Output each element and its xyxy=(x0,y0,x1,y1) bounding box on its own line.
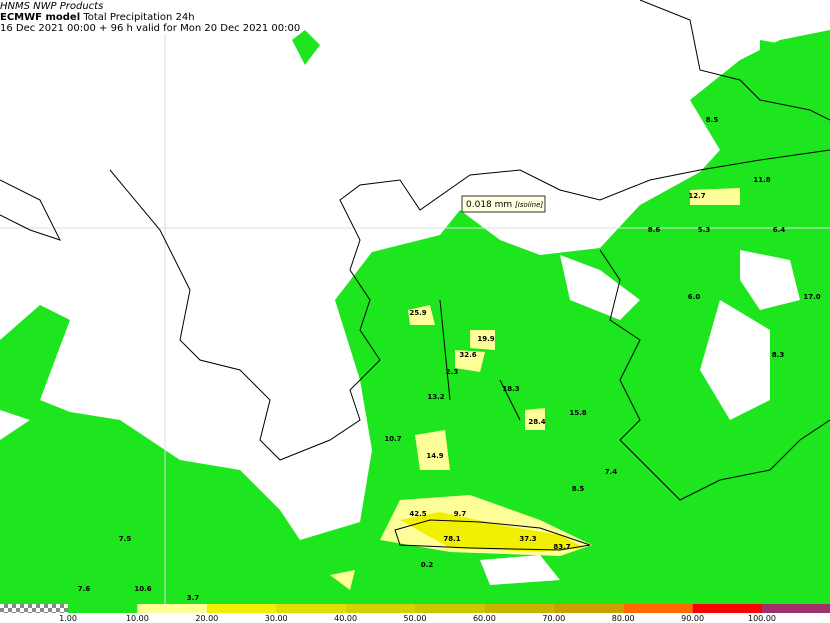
station-value: 5.3 xyxy=(698,226,711,234)
model: ECMWF model xyxy=(0,12,80,23)
station-value: 8.3 xyxy=(772,351,785,359)
station-value: 13.2 xyxy=(427,393,444,401)
legend-label: 20.00 xyxy=(195,614,218,623)
product: Total Precipitation 24h xyxy=(82,12,194,23)
station-value: 8.6 xyxy=(648,226,661,234)
station-value: 19.9 xyxy=(477,335,494,343)
station-value: 15.8 xyxy=(569,409,586,417)
station-value: 8.5 xyxy=(706,116,719,124)
legend-label: 90.00 xyxy=(681,614,704,623)
station-value: 11.8 xyxy=(753,176,770,184)
legend-label: 50.00 xyxy=(404,614,427,623)
station-value: 6.4 xyxy=(773,226,786,234)
station-value: 14.9 xyxy=(426,452,443,460)
station-value: 10.7 xyxy=(384,435,401,443)
tooltip: 0.018 mm [Isoline] xyxy=(466,200,543,210)
stations: 8.5 11.8 12.7 8.6 5.3 6.4 6.0 17.0 8.3 25.9 19.932… xyxy=(78,116,821,602)
legend-swatch xyxy=(623,604,693,613)
legend-swatch xyxy=(276,604,346,613)
header-source: HNMS NWP Products xyxy=(0,1,103,12)
station-value: 83.7 xyxy=(553,543,570,551)
station-value: 37.3 xyxy=(519,535,536,543)
station-value: 2.3 xyxy=(446,368,459,376)
legend-label: 60.00 xyxy=(473,614,496,623)
station-value: 9.7 xyxy=(454,510,467,518)
legend-label: 40.00 xyxy=(334,614,357,623)
tooltip-value: 0.018 mm xyxy=(466,200,512,210)
station-value: 7.6 xyxy=(78,585,91,593)
legend-label: 100.00 xyxy=(748,614,776,623)
station-value: 8.5 xyxy=(572,485,585,493)
station-value: 28.4 xyxy=(528,418,545,426)
station-value: 7.4 xyxy=(605,468,618,476)
legend-swatch xyxy=(553,604,624,613)
station-value: 32.6 xyxy=(459,351,476,359)
legend-swatch xyxy=(0,604,68,613)
legend-label: 1.00 xyxy=(59,614,77,623)
legend-swatch xyxy=(206,604,277,613)
station-value: 78.1 xyxy=(443,535,460,543)
station-value: 18.3 xyxy=(502,385,519,393)
legend-label: 10.00 xyxy=(126,614,149,623)
station-value: 6.0 xyxy=(688,293,701,301)
legend: 1.00 10.00 20.00 30.00 40.00 50.00 60.00 70.00 8… xyxy=(0,604,830,623)
station-value: 7.5 xyxy=(119,535,132,543)
station-value: 3.7 xyxy=(187,594,200,602)
station-value: 25.9 xyxy=(409,309,426,317)
legend-swatch xyxy=(345,604,415,613)
coastline xyxy=(0,0,830,551)
legend-label: 80.00 xyxy=(612,614,635,623)
legend-swatch xyxy=(692,604,762,613)
station-value: 0.2 xyxy=(421,561,434,569)
tooltip-box xyxy=(461,195,546,213)
tooltip-kind: [Isoline] xyxy=(515,201,543,209)
validity: 16 Dec 2021 00:00 + 96 h valid for Mon 2… xyxy=(0,23,300,34)
legend-label: 30.00 xyxy=(265,614,288,623)
legend-swatch xyxy=(484,604,554,613)
station-value: 17.0 xyxy=(803,293,820,301)
station-value: 12.7 xyxy=(688,192,705,200)
station-value: 10.6 xyxy=(134,585,151,593)
legend-label: 70.00 xyxy=(542,614,565,623)
station-value: 42.5 xyxy=(409,510,426,518)
legend-swatch xyxy=(137,604,207,613)
header-title: ECMWF model Total Precipitation 24h xyxy=(0,12,195,23)
legend-swatch xyxy=(68,604,138,613)
precip-area-20 xyxy=(400,512,585,552)
legend-swatch xyxy=(762,604,830,613)
legend-bg xyxy=(0,613,830,623)
legend-swatch xyxy=(415,604,485,613)
header-box xyxy=(0,0,270,34)
